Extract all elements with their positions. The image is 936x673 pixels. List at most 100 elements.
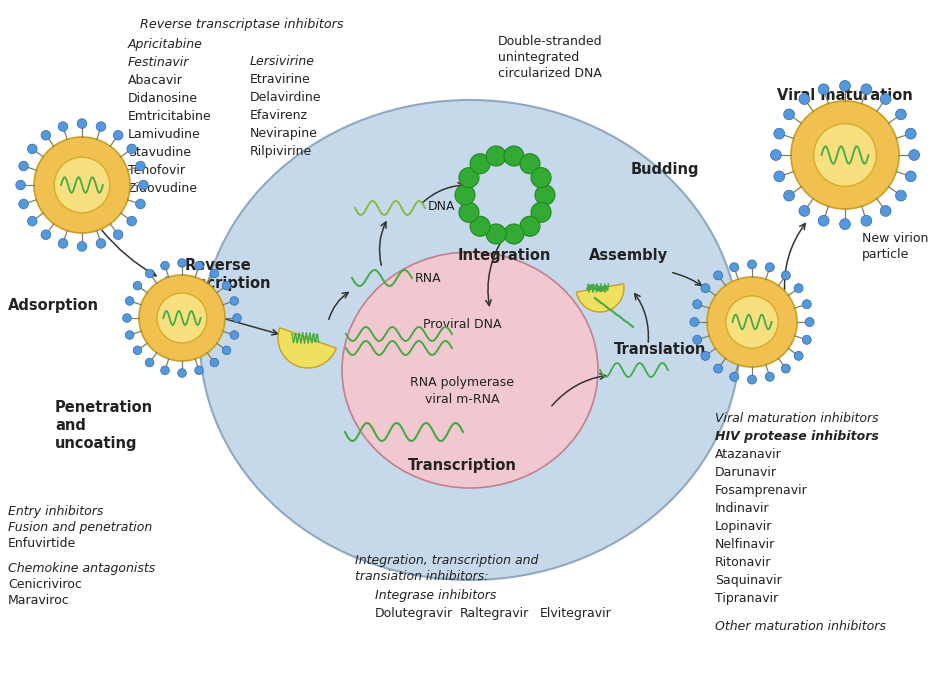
Circle shape [790, 101, 898, 209]
Circle shape [804, 318, 813, 326]
Text: Budding: Budding [630, 162, 698, 177]
Circle shape [54, 157, 110, 213]
Circle shape [798, 94, 809, 104]
Text: DNA: DNA [428, 200, 455, 213]
Circle shape [725, 296, 777, 348]
Circle shape [839, 81, 850, 92]
Circle shape [769, 149, 781, 160]
Text: Integrase inhibitors: Integrase inhibitors [374, 589, 496, 602]
Text: Darunavir: Darunavir [714, 466, 776, 479]
Text: Emtricitabine: Emtricitabine [128, 110, 212, 123]
Text: New virion: New virion [861, 232, 928, 245]
Circle shape [136, 199, 145, 209]
Text: Fusion and penetration: Fusion and penetration [8, 521, 152, 534]
Circle shape [470, 153, 490, 174]
Text: uncoating: uncoating [55, 436, 138, 451]
Circle shape [879, 205, 890, 216]
Wedge shape [278, 328, 336, 368]
Circle shape [230, 297, 239, 306]
Circle shape [798, 205, 809, 216]
Text: Nelfinavir: Nelfinavir [714, 538, 774, 551]
Circle shape [145, 269, 154, 278]
Circle shape [145, 358, 154, 367]
Text: Lamivudine: Lamivudine [128, 128, 200, 141]
Circle shape [126, 144, 137, 153]
Text: Indinavir: Indinavir [714, 502, 768, 515]
Circle shape [58, 239, 67, 248]
Circle shape [713, 271, 722, 280]
Text: and: and [55, 418, 86, 433]
Circle shape [139, 180, 148, 190]
Circle shape [19, 162, 28, 171]
Circle shape [817, 84, 828, 95]
Text: Viral maturation: Viral maturation [776, 88, 912, 103]
Circle shape [16, 180, 25, 190]
Text: Apricitabine: Apricitabine [128, 38, 203, 51]
Text: Reverse: Reverse [184, 258, 251, 273]
Circle shape [77, 242, 87, 251]
Circle shape [773, 129, 783, 139]
Circle shape [27, 216, 37, 226]
Circle shape [195, 366, 203, 375]
Circle shape [519, 216, 539, 236]
Text: Festinavir: Festinavir [128, 56, 189, 69]
Circle shape [133, 346, 141, 355]
Circle shape [765, 372, 773, 382]
Text: Delavirdine: Delavirdine [250, 91, 321, 104]
Text: transcription: transcription [164, 276, 271, 291]
Circle shape [232, 314, 241, 322]
Text: Dolutegravir: Dolutegravir [374, 607, 453, 620]
Circle shape [210, 358, 218, 367]
Circle shape [713, 364, 722, 373]
Circle shape [729, 262, 738, 272]
Text: HIV protease inhibitors: HIV protease inhibitors [714, 430, 878, 443]
Circle shape [41, 131, 51, 140]
Circle shape [519, 153, 539, 174]
Text: Atazanavir: Atazanavir [714, 448, 781, 461]
Circle shape [160, 261, 169, 270]
Circle shape [113, 230, 123, 240]
Circle shape [96, 239, 106, 248]
Circle shape [41, 230, 51, 240]
Circle shape [504, 146, 523, 166]
Text: viral m-RNA: viral m-RNA [424, 393, 499, 406]
Circle shape [895, 190, 905, 201]
Circle shape [486, 146, 505, 166]
Circle shape [459, 168, 478, 188]
Circle shape [459, 203, 478, 222]
Text: RNA: RNA [415, 272, 441, 285]
Circle shape [195, 261, 203, 270]
Circle shape [782, 109, 794, 120]
Text: Entry inhibitors: Entry inhibitors [8, 505, 103, 518]
Circle shape [136, 162, 145, 171]
Circle shape [126, 216, 137, 226]
Text: Elvitegravir: Elvitegravir [539, 607, 611, 620]
Circle shape [793, 351, 802, 360]
Circle shape [470, 216, 490, 236]
Text: Tipranavir: Tipranavir [714, 592, 778, 605]
Circle shape [860, 215, 870, 226]
Circle shape [125, 297, 134, 306]
Text: transiation inhibitors:: transiation inhibitors: [355, 570, 488, 583]
Circle shape [781, 271, 789, 280]
Circle shape [77, 118, 87, 129]
Text: Penetration: Penetration [55, 400, 153, 415]
Circle shape [747, 375, 755, 384]
Text: Translation: Translation [613, 342, 706, 357]
Circle shape [812, 124, 875, 186]
Text: Ritonavir: Ritonavir [714, 556, 770, 569]
Circle shape [895, 109, 905, 120]
Circle shape [123, 314, 131, 322]
Text: Rilpivirine: Rilpivirine [250, 145, 312, 158]
Circle shape [222, 281, 230, 290]
Text: unintegrated: unintegrated [497, 51, 578, 64]
Circle shape [139, 275, 225, 361]
Text: Lersivirine: Lersivirine [250, 55, 314, 68]
Text: Viral maturation inhibitors: Viral maturation inhibitors [714, 412, 878, 425]
Text: Enfuvirtide: Enfuvirtide [8, 537, 76, 550]
Circle shape [531, 203, 550, 222]
Circle shape [27, 144, 37, 153]
Text: Integration, transcription and: Integration, transcription and [355, 554, 538, 567]
Text: Adsorption: Adsorption [8, 298, 99, 313]
Circle shape [210, 269, 218, 278]
